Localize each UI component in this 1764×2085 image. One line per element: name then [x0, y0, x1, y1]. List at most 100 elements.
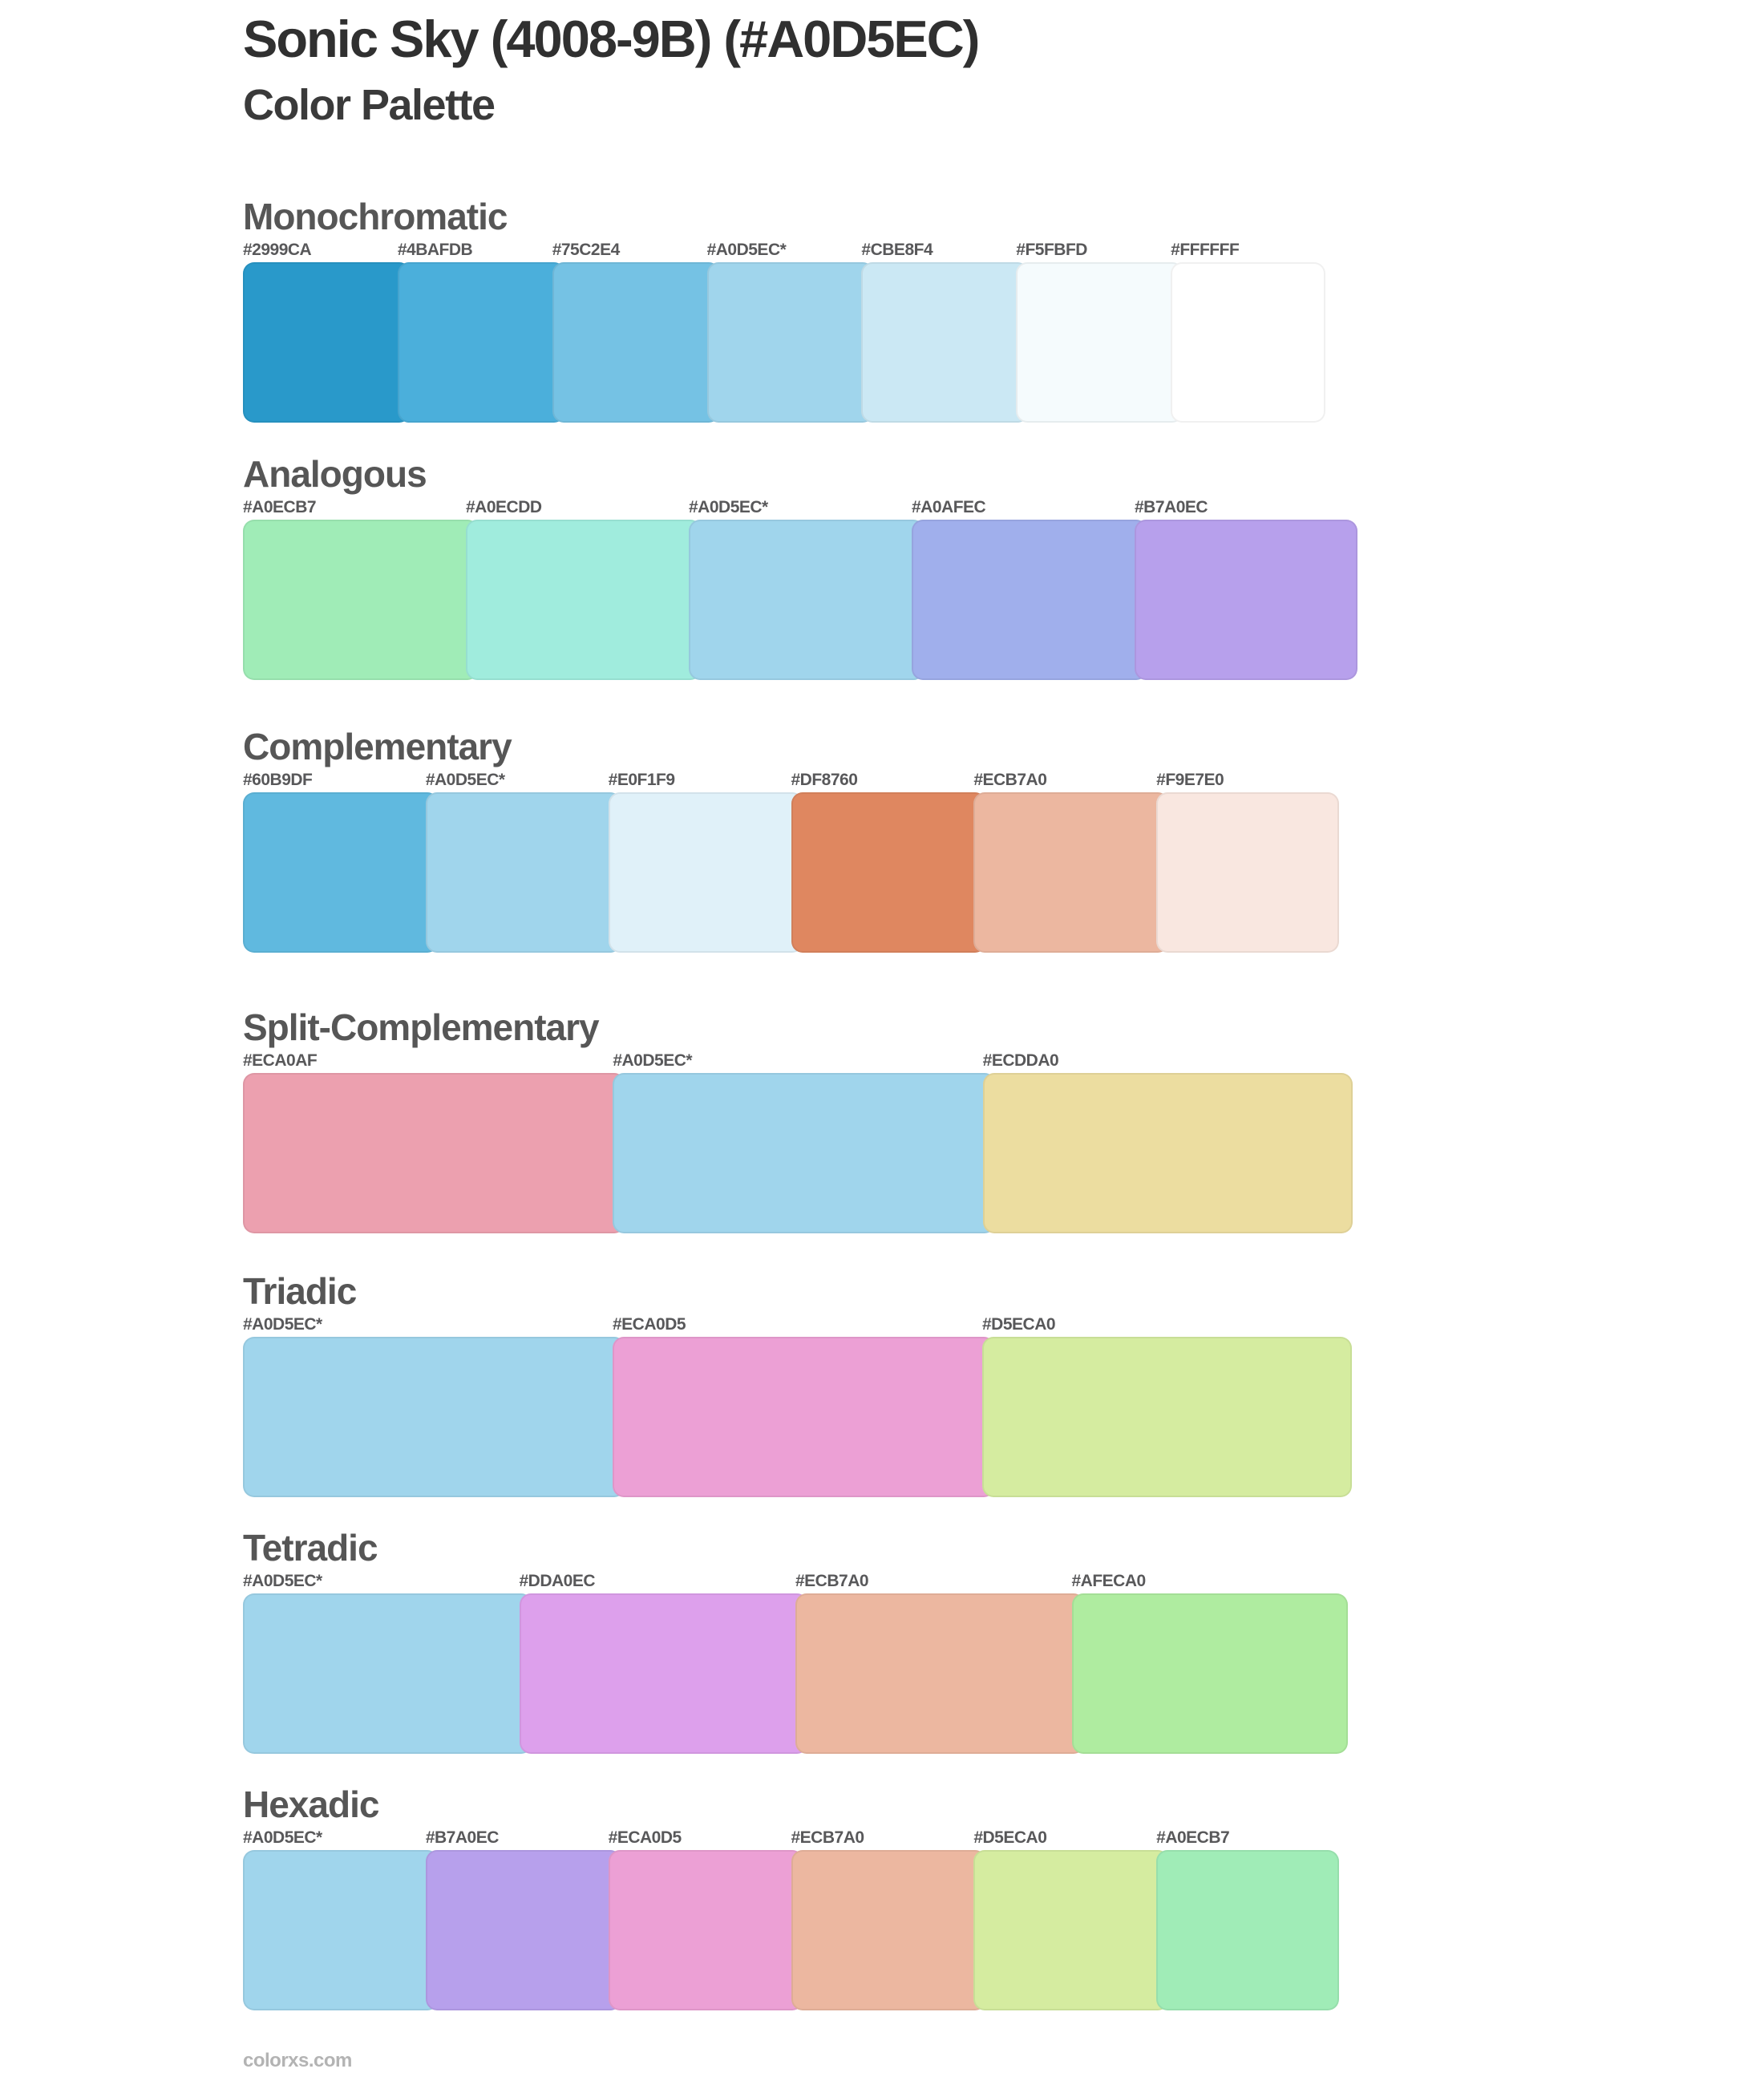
color-swatch-afeca0[interactable] [1071, 1593, 1348, 1754]
hex-code-label: #4BAFDB [397, 241, 473, 259]
color-swatch-a0d5ec[interactable] [425, 792, 621, 953]
page-title: Sonic Sky (4008-9B) (#A0D5EC) [243, 10, 980, 68]
color-swatch-b7a0ec[interactable] [425, 1850, 621, 2010]
hex-code-label: #A0D5EC* [613, 1051, 693, 1070]
hex-code-label: #2999CA [243, 241, 312, 259]
color-swatch-b7a0ec[interactable] [1135, 520, 1357, 680]
color-swatch-ecb7a0[interactable] [791, 1850, 987, 2010]
hex-code-label: #ECA0D5 [608, 1828, 682, 1847]
hex-code-label: #D5ECA0 [973, 1828, 1047, 1847]
hex-code-label: #D5ECA0 [982, 1315, 1056, 1334]
swatch-row [243, 1850, 1339, 2010]
color-swatch-ecb7a0[interactable] [973, 792, 1170, 953]
color-swatch-a0d5ec[interactable] [243, 1337, 625, 1497]
hex-code-label: #B7A0EC [1135, 498, 1208, 516]
hex-code-label: #ECA0D5 [613, 1315, 686, 1334]
hex-code-label: #CBE8F4 [861, 241, 933, 259]
swatch-row [243, 262, 1325, 423]
hex-code-label: #A0D5EC* [243, 1572, 322, 1590]
hex-code-label: #A0ECB7 [243, 498, 317, 516]
color-swatch-a0d5ec[interactable] [689, 520, 924, 680]
swatch-row [243, 1073, 1353, 1233]
hex-label-row: #60B9DF #A0D5EC* #E0F1F9 #DF8760 #ECB7A0 #F9E… [243, 767, 1339, 792]
color-swatch-ecdda0[interactable] [982, 1073, 1353, 1233]
color-swatch-f9e7e0[interactable] [1156, 792, 1339, 953]
section-heading: Split-Complementary [243, 1006, 600, 1048]
color-swatch-eca0d5[interactable] [613, 1337, 995, 1497]
hex-code-label: #A0ECDD [466, 498, 542, 516]
hex-code-label: #A0D5EC* [243, 1828, 322, 1847]
color-swatch-a0ecdd[interactable] [466, 520, 702, 680]
hex-code-label: #A0D5EC* [243, 1315, 322, 1334]
section-heading: Monochromatic [243, 196, 508, 237]
hex-code-label: #ECB7A0 [795, 1572, 869, 1590]
section-complementary: Complementary #60B9DF #A0D5EC* #E0F1F9 #DF8… [243, 726, 1339, 953]
swatch-row [243, 1593, 1348, 1754]
page-subtitle: Color Palette [243, 81, 496, 129]
hex-code-label: #FFFFFF [1171, 241, 1240, 259]
section-hexadic: Hexadic #A0D5EC* #B7A0EC #ECA0D5 #ECB7A0 #D5… [243, 1783, 1339, 2010]
swatch-row [243, 520, 1357, 680]
section-analogous: Analogous #A0ECB7 #A0ECDD #A0D5EC* #A0AFEC #… [243, 453, 1357, 680]
section-heading: Hexadic [243, 1783, 379, 1825]
color-swatch-2999ca[interactable] [243, 262, 411, 423]
color-swatch-a0d5ec[interactable] [613, 1073, 996, 1233]
hex-label-row: #A0ECB7 #A0ECDD #A0D5EC* #A0AFEC #B7A0EC [243, 495, 1357, 520]
section-heading: Complementary [243, 726, 512, 767]
color-swatch-d5eca0[interactable] [973, 1850, 1170, 2010]
hex-label-row: #A0D5EC* #B7A0EC #ECA0D5 #ECB7A0 #D5ECA0 #A0E… [243, 1825, 1339, 1850]
hex-code-label: #A0D5EC* [425, 771, 505, 789]
hex-code-label: #A0D5EC* [689, 498, 768, 516]
hex-code-label: #A0D5EC* [706, 241, 787, 259]
color-swatch-eca0af[interactable] [243, 1073, 626, 1233]
color-swatch-75c2e4[interactable] [552, 262, 720, 423]
swatch-row [243, 1337, 1352, 1497]
color-swatch-a0d5ec[interactable] [243, 1593, 532, 1754]
swatch-row [243, 792, 1339, 953]
hex-label-row: #ECA0AF #A0D5EC* #ECDDA0 [243, 1048, 1353, 1073]
hex-code-label: #AFECA0 [1071, 1572, 1147, 1590]
section-heading: Analogous [243, 453, 427, 495]
hex-code-label: #ECDDA0 [982, 1051, 1059, 1070]
hex-code-label: #75C2E4 [552, 241, 621, 259]
color-swatch-ecb7a0[interactable] [795, 1593, 1085, 1754]
color-swatch-cbe8f4[interactable] [861, 262, 1030, 423]
hex-code-label: #ECB7A0 [973, 771, 1047, 789]
hex-label-row: #A0D5EC* #DDA0EC #ECB7A0 #AFECA0 [243, 1569, 1348, 1593]
color-swatch-dda0ec[interactable] [519, 1593, 808, 1754]
hex-code-label: #F5FBFD [1016, 241, 1087, 259]
hex-label-row: #A0D5EC* #ECA0D5 #D5ECA0 [243, 1312, 1352, 1337]
section-triadic: Triadic #A0D5EC* #ECA0D5 #D5ECA0 [243, 1270, 1352, 1497]
hex-code-label: #DDA0EC [519, 1572, 596, 1590]
color-swatch-f5fbfd[interactable] [1016, 262, 1184, 423]
hex-code-label: #F9E7E0 [1156, 771, 1224, 789]
color-swatch-a0afec[interactable] [912, 520, 1147, 680]
color-swatch-d5eca0[interactable] [982, 1337, 1352, 1497]
section-split-complementary: Split-Complementary #ECA0AF #A0D5EC* #ECDD… [243, 1006, 1353, 1233]
site-attribution: colorxs.com [243, 2050, 352, 2071]
hex-code-label: #DF8760 [791, 771, 858, 789]
section-heading: Tetradic [243, 1527, 378, 1569]
color-swatch-a0ecb7[interactable] [243, 520, 479, 680]
color-swatch-a0ecb7[interactable] [1156, 1850, 1339, 2010]
color-swatch-ffffff[interactable] [1171, 262, 1325, 423]
section-tetradic: Tetradic #A0D5EC* #DDA0EC #ECB7A0 #AFECA0 [243, 1527, 1348, 1754]
hex-code-label: #60B9DF [243, 771, 313, 789]
color-swatch-df8760[interactable] [791, 792, 987, 953]
hex-code-label: #E0F1F9 [608, 771, 675, 789]
color-swatch-4bafdb[interactable] [397, 262, 565, 423]
hex-label-row: #2999CA #4BAFDB #75C2E4 #A0D5EC* #CBE8F4 #F5F… [243, 237, 1325, 262]
hex-code-label: #B7A0EC [425, 1828, 500, 1847]
hex-code-label: #A0ECB7 [1156, 1828, 1230, 1847]
color-swatch-e0f1f9[interactable] [608, 792, 804, 953]
hex-code-label: #A0AFEC [912, 498, 986, 516]
section-heading: Triadic [243, 1270, 357, 1312]
section-monochromatic: Monochromatic #2999CA #4BAFDB #75C2E4 #A0D5… [243, 196, 1325, 423]
color-swatch-eca0d5[interactable] [608, 1850, 804, 2010]
color-swatch-60b9df[interactable] [243, 792, 439, 953]
hex-code-label: #ECA0AF [243, 1051, 318, 1070]
color-swatch-a0d5ec[interactable] [706, 262, 875, 423]
color-swatch-a0d5ec[interactable] [243, 1850, 439, 2010]
hex-code-label: #ECB7A0 [791, 1828, 865, 1847]
